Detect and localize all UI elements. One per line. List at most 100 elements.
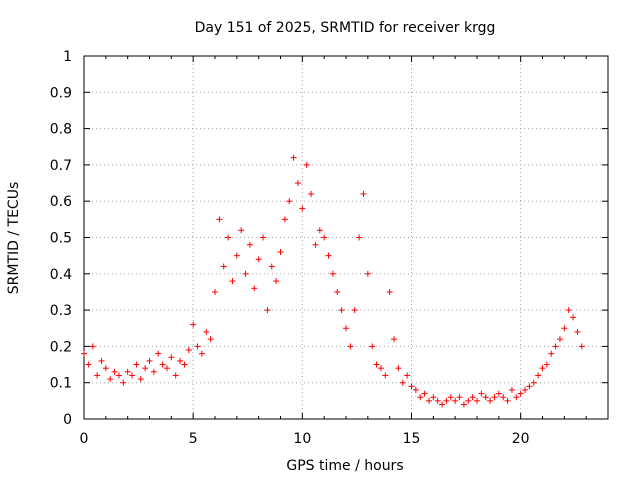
y-tick-label: 0.2 bbox=[50, 339, 72, 355]
data-points bbox=[81, 154, 585, 408]
data-point bbox=[377, 365, 384, 372]
data-point bbox=[430, 394, 437, 401]
chart-title: Day 151 of 2025, SRMTID for receiver krg… bbox=[195, 20, 496, 36]
data-point bbox=[491, 394, 498, 401]
data-point bbox=[198, 350, 205, 357]
data-point bbox=[194, 343, 201, 350]
data-point bbox=[299, 205, 306, 212]
data-point bbox=[120, 379, 127, 386]
data-point bbox=[102, 365, 109, 372]
data-point bbox=[242, 270, 249, 277]
data-point bbox=[225, 234, 232, 241]
data-point bbox=[539, 365, 546, 372]
data-point bbox=[338, 307, 345, 314]
data-point bbox=[229, 278, 236, 285]
grid bbox=[84, 56, 608, 419]
data-point bbox=[312, 241, 319, 248]
data-point bbox=[425, 397, 432, 404]
data-point bbox=[129, 372, 136, 379]
data-point bbox=[146, 357, 153, 364]
y-axis-label: SRMTID / TECUs bbox=[6, 182, 22, 295]
y-tick-label: 0.1 bbox=[50, 376, 72, 392]
data-point bbox=[329, 270, 336, 277]
y-tick-label: 0 bbox=[63, 412, 72, 428]
data-point bbox=[508, 386, 515, 393]
data-point bbox=[570, 314, 577, 321]
data-point bbox=[203, 328, 210, 335]
data-point bbox=[115, 372, 122, 379]
data-point bbox=[399, 379, 406, 386]
data-point bbox=[190, 321, 197, 328]
data-point bbox=[233, 252, 240, 259]
data-point bbox=[281, 216, 288, 223]
data-point bbox=[456, 394, 463, 401]
data-point bbox=[443, 397, 450, 404]
y-tick-label: 0.8 bbox=[50, 122, 72, 138]
y-tick-label: 0.5 bbox=[50, 231, 72, 247]
data-point bbox=[565, 307, 572, 314]
data-point bbox=[434, 397, 441, 404]
data-point bbox=[513, 394, 520, 401]
data-point bbox=[543, 361, 550, 368]
data-point bbox=[163, 365, 170, 372]
data-point bbox=[412, 386, 419, 393]
data-point bbox=[369, 343, 376, 350]
data-point bbox=[522, 386, 529, 393]
data-point bbox=[343, 325, 349, 332]
data-point bbox=[155, 350, 162, 357]
data-point bbox=[460, 401, 467, 408]
data-point bbox=[137, 376, 144, 383]
data-point bbox=[185, 347, 192, 354]
data-point bbox=[447, 394, 454, 401]
data-point bbox=[133, 361, 140, 368]
data-point bbox=[351, 307, 358, 314]
data-point bbox=[316, 227, 323, 234]
y-axis: 0 0.1 0.2 0.3 0.4 0.5 0.6 0.7 0.8 0.9 1 bbox=[50, 49, 608, 428]
data-point bbox=[556, 336, 563, 343]
data-point bbox=[465, 397, 472, 404]
data-point bbox=[85, 361, 92, 368]
data-point bbox=[356, 234, 363, 241]
x-axis: 0 5 10 15 20 bbox=[80, 56, 609, 447]
data-point bbox=[347, 343, 354, 350]
data-point bbox=[159, 361, 166, 368]
data-point bbox=[561, 325, 568, 332]
x-tick-label: 20 bbox=[512, 431, 530, 447]
data-point bbox=[212, 288, 218, 295]
data-point bbox=[500, 394, 507, 401]
data-point bbox=[364, 270, 371, 277]
y-tick-label: 1 bbox=[63, 49, 72, 65]
data-point bbox=[124, 368, 131, 375]
data-point bbox=[478, 390, 485, 397]
data-point bbox=[277, 249, 284, 256]
data-point bbox=[246, 241, 253, 248]
y-tick-label: 0.9 bbox=[50, 85, 72, 101]
x-axis-label: GPS time / hours bbox=[286, 458, 403, 474]
data-point bbox=[391, 336, 398, 343]
data-point bbox=[530, 379, 537, 386]
data-point bbox=[111, 368, 118, 375]
data-point bbox=[469, 394, 476, 401]
data-point bbox=[268, 263, 275, 270]
data-point bbox=[474, 397, 480, 404]
data-point bbox=[260, 234, 267, 241]
data-point bbox=[404, 372, 411, 379]
data-point bbox=[548, 350, 555, 357]
data-point bbox=[216, 216, 223, 223]
data-point bbox=[181, 361, 188, 368]
data-point bbox=[325, 252, 332, 259]
data-point bbox=[142, 365, 149, 372]
data-point bbox=[290, 154, 297, 161]
data-point bbox=[150, 368, 157, 375]
data-point bbox=[386, 288, 393, 295]
data-point bbox=[526, 383, 533, 390]
data-point bbox=[168, 354, 175, 361]
data-point bbox=[421, 390, 428, 397]
data-point bbox=[177, 357, 184, 364]
data-point bbox=[452, 397, 459, 404]
data-point bbox=[408, 383, 415, 390]
data-point bbox=[251, 285, 258, 292]
data-point bbox=[495, 390, 502, 397]
data-point bbox=[264, 307, 271, 314]
